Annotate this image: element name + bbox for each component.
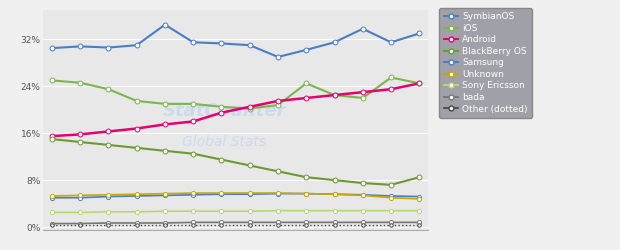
Text: Global Stats: Global Stats (182, 135, 266, 149)
Legend: SymbianOS, iOS, Android, BlackBerry OS, Samsung, Unknown, Sony Ericsson, bada, O: SymbianOS, iOS, Android, BlackBerry OS, … (440, 8, 532, 118)
Text: StatCounter: StatCounter (162, 102, 286, 120)
